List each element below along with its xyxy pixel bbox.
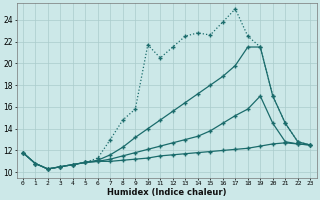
X-axis label: Humidex (Indice chaleur): Humidex (Indice chaleur) — [107, 188, 226, 197]
